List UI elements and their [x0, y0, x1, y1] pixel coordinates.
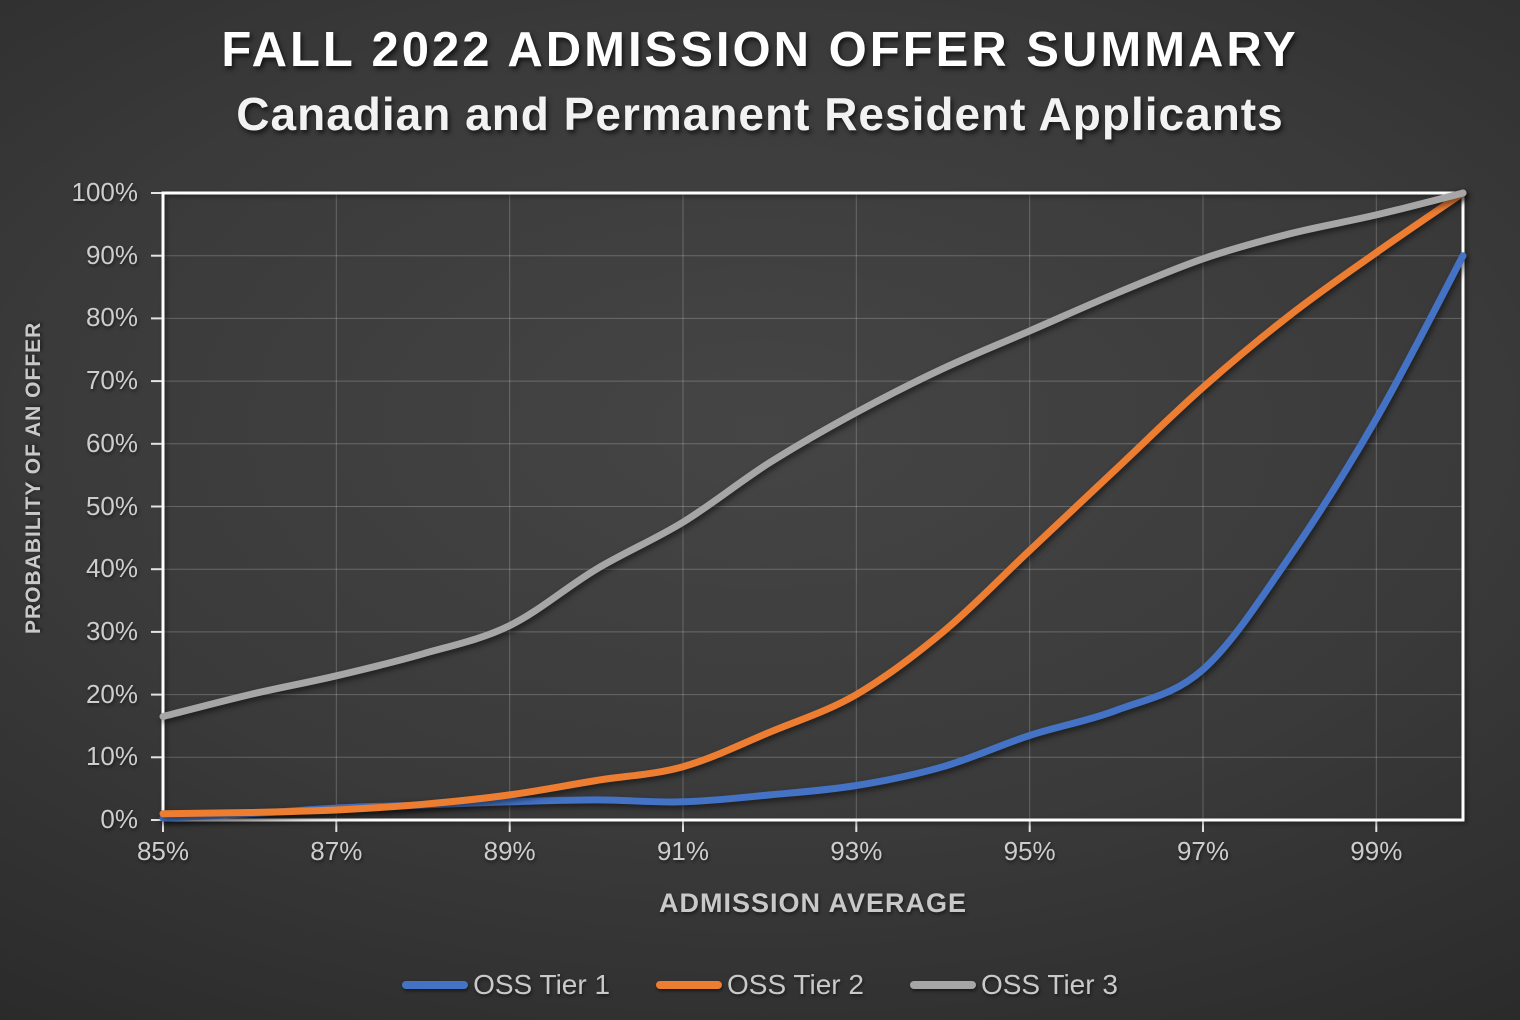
y-tick-label: 0% — [100, 803, 138, 834]
y-tick-label: 90% — [85, 239, 138, 270]
y-axis-title: PROBABILITY OF AN OFFER — [22, 321, 45, 634]
chart-legend: OSS Tier 1 OSS Tier 2 OSS Tier 3 — [0, 962, 1520, 1008]
y-tick-label: 10% — [85, 741, 138, 772]
y-tick-label: 50% — [85, 490, 138, 521]
y-tick-label: 60% — [85, 427, 138, 458]
x-tick-label: 95% — [1003, 836, 1056, 866]
y-tick-label: 30% — [85, 615, 138, 646]
legend-item-1: OSS Tier 1 — [402, 969, 610, 1001]
y-tick-label: 70% — [85, 364, 138, 395]
plot-frame — [161, 191, 1465, 822]
legend-label: OSS Tier 1 — [473, 969, 611, 1000]
series-line-3 — [159, 189, 1467, 720]
chart-title-line2: Canadian and Permanent Resident Applican… — [236, 88, 1284, 140]
x-axis-tick-labels: 85% 87% 89% 91% 93% 95% 97% 99% — [137, 836, 1463, 872]
chart-title-line1: FALL 2022 ADMISSION OFFER SUMMARY — [221, 23, 1299, 77]
x-tick-label: 99% — [1350, 836, 1403, 866]
y-tick-label: 100% — [71, 176, 139, 207]
x-tick-label: 91% — [656, 836, 710, 866]
x-tick-label: 97% — [1176, 836, 1230, 866]
legend-item-3: OSS Tier 3 — [909, 969, 1118, 1001]
x-tick-label: 89% — [483, 836, 536, 866]
legend-swatch-icon — [656, 981, 723, 989]
legend-swatch-icon — [402, 981, 469, 989]
plot-area — [151, 189, 1467, 832]
legend-label: OSS Tier 3 — [980, 969, 1118, 1000]
series-line-2 — [159, 189, 1467, 818]
y-tick-label: 40% — [85, 553, 138, 584]
legend-item-2: OSS Tier 2 — [656, 969, 864, 1001]
y-axis-tick-labels: 0% 10% 20% 30% 40% 50% 60% 70% 80% 90% 100% — [0, 177, 150, 834]
y-tick-label: 20% — [85, 678, 138, 709]
chart-title: FALL 2022 ADMISSION OFFER SUMMARY Canadi… — [0, 22, 1520, 141]
series-line-1 — [159, 252, 1467, 822]
x-axis-title: ADMISSION AVERAGE — [658, 888, 968, 918]
x-tick-label: 87% — [310, 836, 363, 866]
y-tick-label: 80% — [85, 302, 138, 333]
x-tick-label: 93% — [830, 836, 883, 866]
x-tick-label: 85% — [136, 836, 190, 866]
legend-swatch-icon — [909, 981, 976, 989]
legend-label: OSS Tier 2 — [727, 969, 864, 1000]
